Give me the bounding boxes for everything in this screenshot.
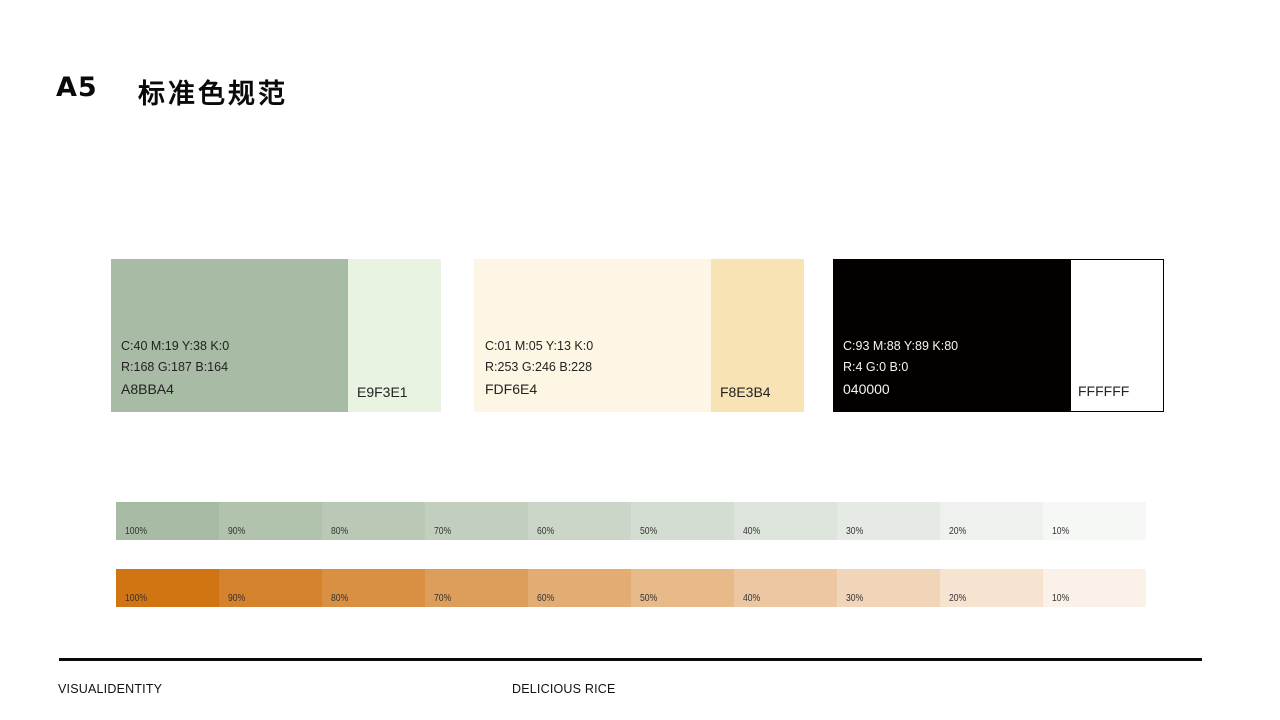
green-tint-20: 20% — [940, 502, 1043, 540]
cmyk-value: C:93 M:88 Y:89 K:80 — [843, 338, 959, 353]
orange-tint-70: 70% — [425, 569, 528, 607]
green-tint-10: 10% — [1043, 502, 1146, 540]
footer-brand-label: VISUALIDENTITY — [58, 682, 163, 696]
tint-percent-label: 30% — [846, 525, 864, 537]
green-tint-50: 50% — [631, 502, 734, 540]
tint-percent-label: 70% — [434, 525, 452, 537]
green-tint-100: 100% — [116, 502, 219, 540]
orange-tint-100: 100% — [116, 569, 219, 607]
swatch-cream-spec: C:01 M:05 Y:13 K:0 R:253 G:246 B:228 FDF… — [485, 336, 593, 401]
orange-tint-90: 90% — [219, 569, 322, 607]
hex-value: FDF6E4 — [485, 380, 538, 397]
orange-tint-10: 10% — [1043, 569, 1146, 607]
orange-tint-30: 30% — [837, 569, 940, 607]
tint-percent-label: 10% — [1052, 592, 1070, 604]
tint-percent-label: 40% — [743, 525, 761, 537]
swatch-white: FFFFFF — [1071, 259, 1164, 412]
tint-percent-label: 60% — [537, 592, 555, 604]
tint-percent-label: 20% — [949, 525, 967, 537]
cmyk-value: C:01 M:05 Y:13 K:0 — [485, 338, 594, 353]
tint-percent-label: 100% — [125, 592, 148, 604]
tint-percent-label: 90% — [228, 592, 246, 604]
section-code: A5 — [56, 72, 98, 103]
swatch-green-light: E9F3E1 — [348, 259, 441, 412]
tint-percent-label: 20% — [949, 592, 967, 604]
cmyk-value: C:40 M:19 Y:38 K:0 — [121, 338, 230, 353]
swatch-black-main: C:93 M:88 Y:89 K:80 R:4 G:0 B:0 040000 — [833, 259, 1072, 412]
green-tint-80: 80% — [322, 502, 425, 540]
hex-value: F8E3B4 — [720, 384, 771, 400]
tint-percent-label: 30% — [846, 592, 864, 604]
tint-percent-label: 80% — [331, 525, 349, 537]
green-tint-90: 90% — [219, 502, 322, 540]
green-tint-70: 70% — [425, 502, 528, 540]
tint-ramp-orange: 100% 90% 80% 70% 60% 50% 40% 30% 20% 10% — [116, 569, 1146, 607]
tint-percent-label: 70% — [434, 592, 452, 604]
orange-tint-50: 50% — [631, 569, 734, 607]
swatch-cream-main: C:01 M:05 Y:13 K:0 R:253 G:246 B:228 FDF… — [474, 259, 711, 412]
tint-ramp-green: 100% 90% 80% 70% 60% 50% 40% 30% 20% 10% — [116, 502, 1146, 540]
swatch-green-spec: C:40 M:19 Y:38 K:0 R:168 G:187 B:164 A8B… — [121, 336, 229, 401]
green-tint-40: 40% — [734, 502, 837, 540]
swatch-green-main: C:40 M:19 Y:38 K:0 R:168 G:187 B:164 A8B… — [111, 259, 348, 412]
rgb-value: R:4 G:0 B:0 — [843, 360, 909, 374]
page-title: 标准色规范 — [138, 79, 288, 110]
footer-divider — [59, 658, 1202, 661]
green-tint-60: 60% — [528, 502, 631, 540]
swatch-black-spec: C:93 M:88 Y:89 K:80 R:4 G:0 B:0 040000 — [843, 336, 958, 401]
hex-value: 040000 — [843, 380, 890, 397]
hex-value: E9F3E1 — [357, 384, 408, 400]
orange-tint-40: 40% — [734, 569, 837, 607]
tint-percent-label: 80% — [331, 592, 349, 604]
tint-percent-label: 50% — [640, 525, 658, 537]
hex-value: FFFFFF — [1078, 383, 1130, 399]
tint-percent-label: 100% — [125, 525, 148, 537]
rgb-value: R:168 G:187 B:164 — [121, 360, 229, 374]
swatch-cream-light: F8E3B4 — [711, 259, 804, 412]
rgb-value: R:253 G:246 B:228 — [485, 360, 593, 374]
green-tint-30: 30% — [837, 502, 940, 540]
hex-value: A8BBA4 — [121, 380, 174, 397]
tint-percent-label: 40% — [743, 592, 761, 604]
tint-percent-label: 50% — [640, 592, 658, 604]
tint-percent-label: 90% — [228, 525, 246, 537]
tint-percent-label: 10% — [1052, 525, 1070, 537]
orange-tint-60: 60% — [528, 569, 631, 607]
footer-project-label: DELICIOUS RICE — [512, 682, 616, 696]
orange-tint-80: 80% — [322, 569, 425, 607]
tint-percent-label: 60% — [537, 525, 555, 537]
orange-tint-20: 20% — [940, 569, 1043, 607]
